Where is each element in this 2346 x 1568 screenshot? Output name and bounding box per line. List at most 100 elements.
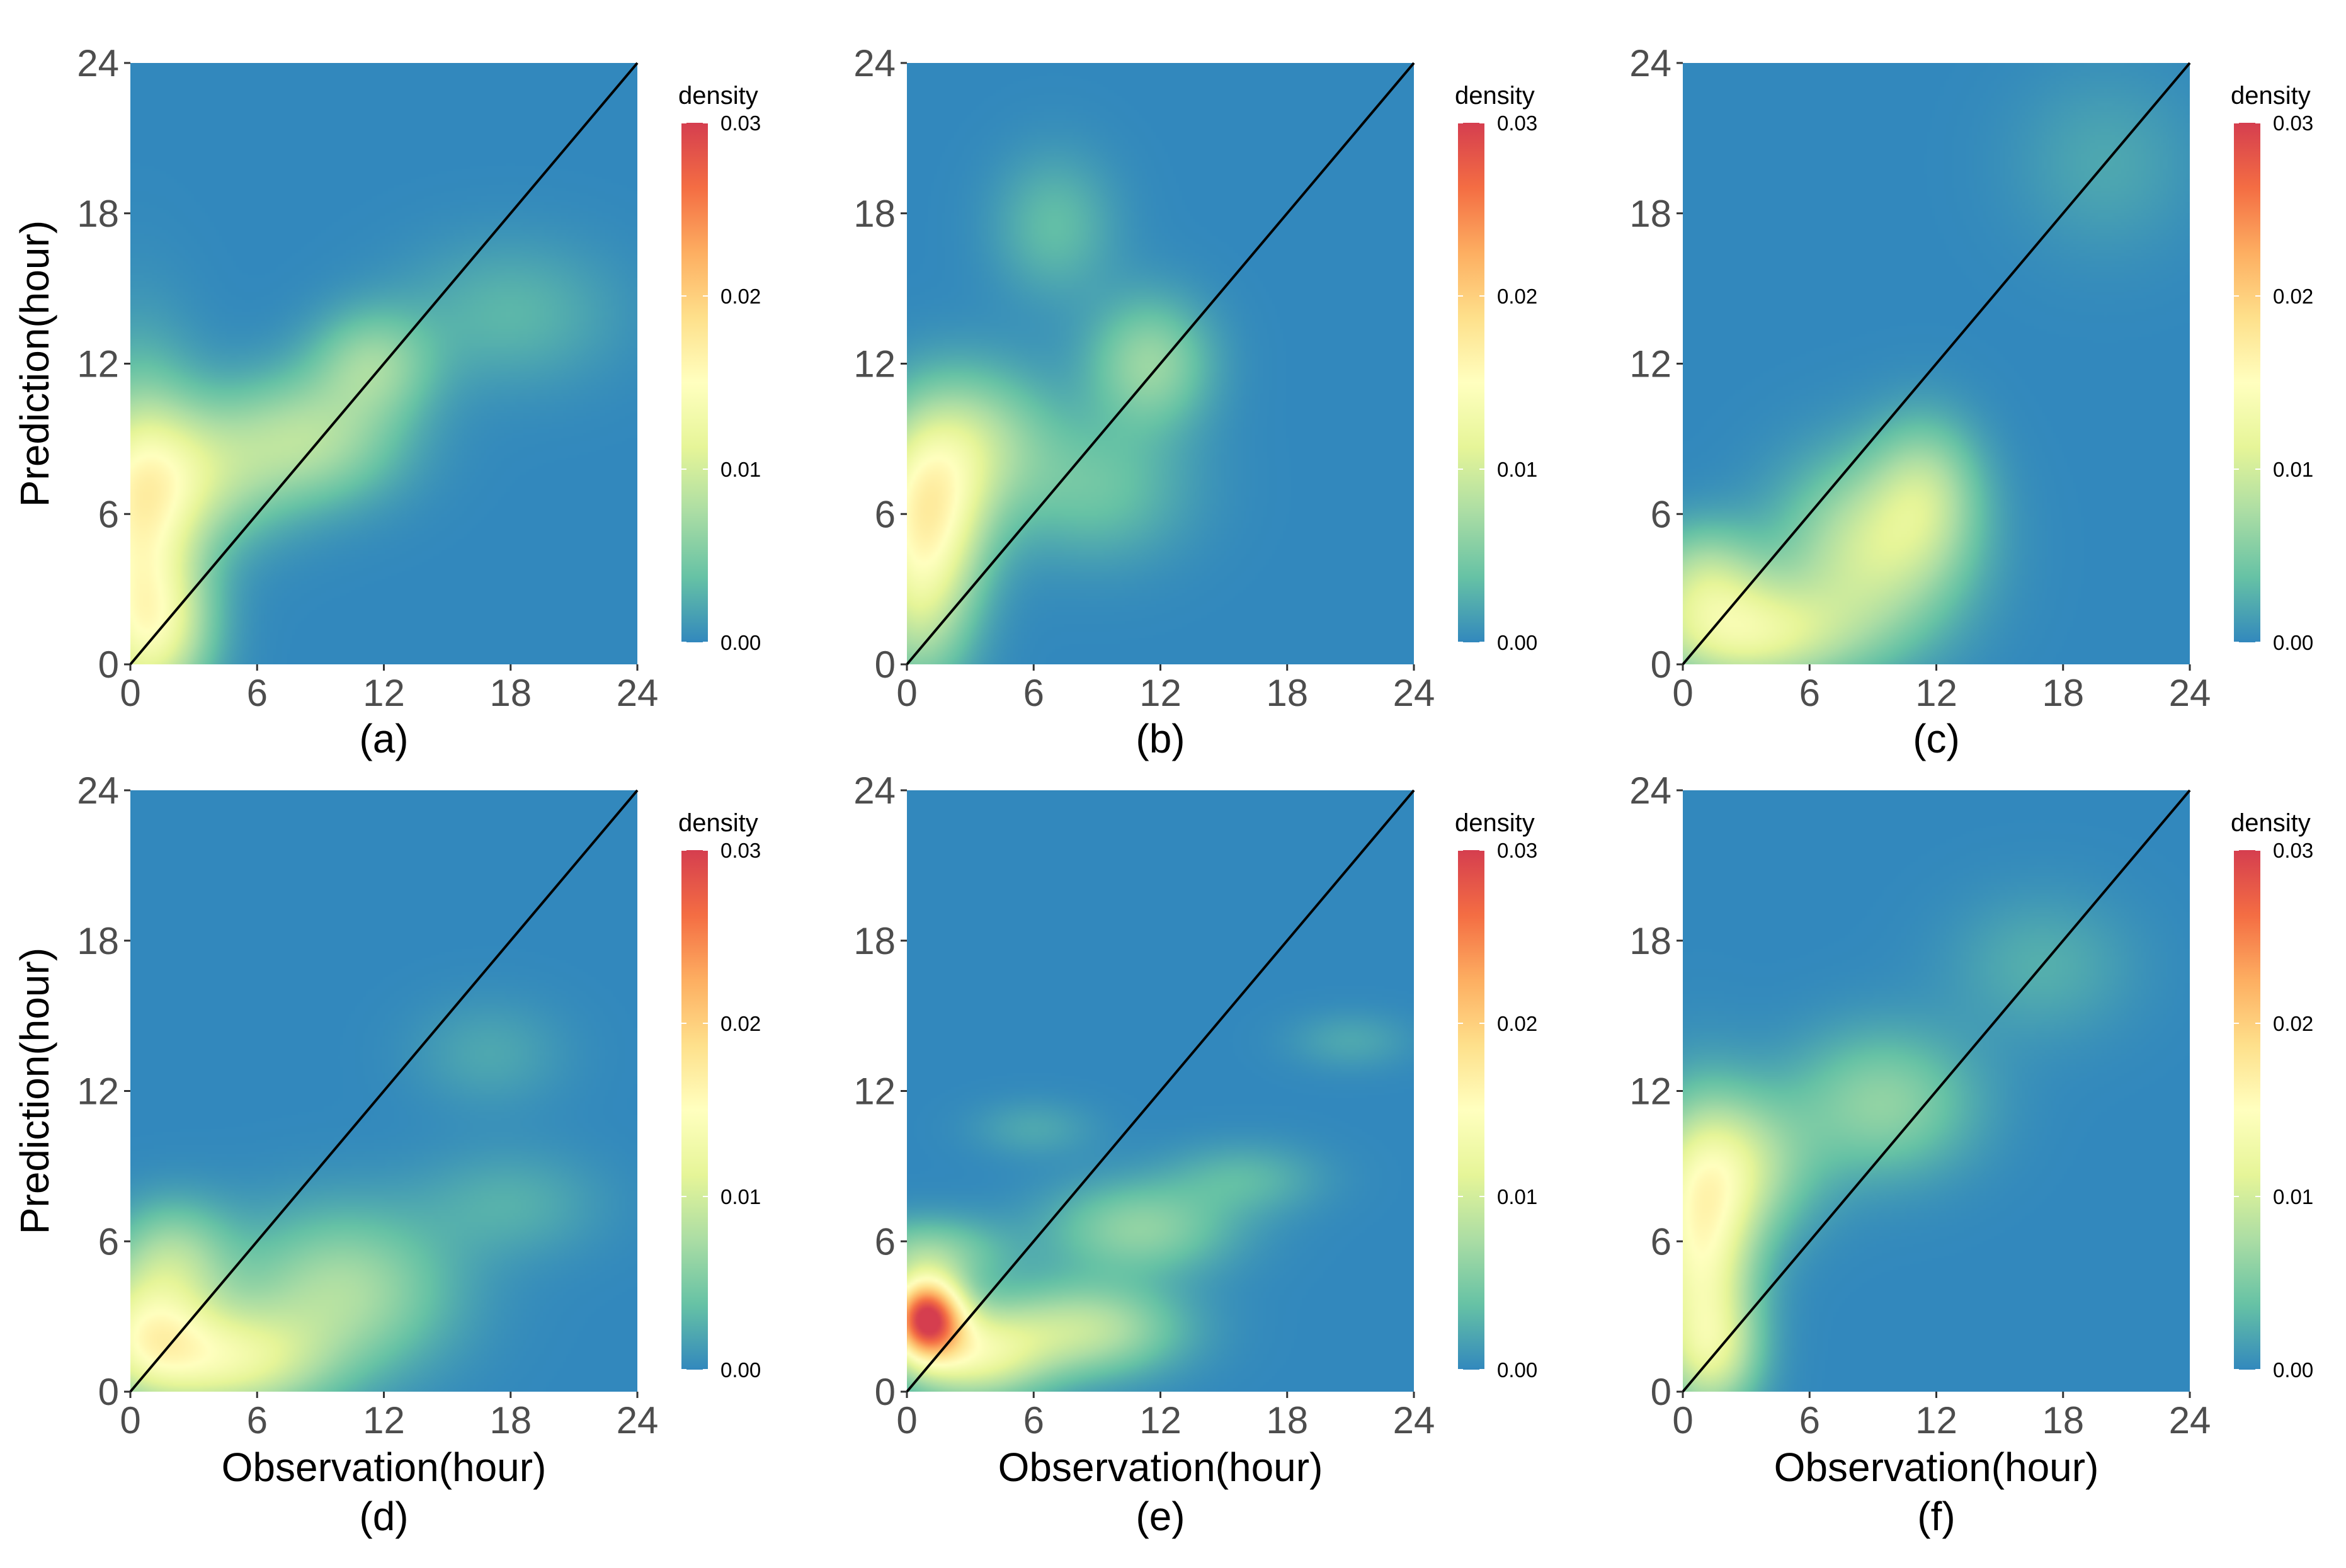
colorbar-tick-label: 0.03 xyxy=(1497,839,1537,862)
y-tick-label: 24 xyxy=(853,770,896,812)
colorbar-tick-label: 0.02 xyxy=(720,1012,761,1035)
x-tick-label: 0 xyxy=(1672,672,1693,714)
y-tick-label: 18 xyxy=(1629,193,1671,235)
identity-line xyxy=(906,789,1415,1393)
x-tick-label: 12 xyxy=(1139,1399,1182,1441)
panel-f: 0 6 12 18 24 0 6 12 18 24 Observation(hour) (f) dens… xyxy=(1629,770,2313,1539)
colorbar-tick-label: 0.02 xyxy=(2273,1012,2313,1035)
y-tick-label: 0 xyxy=(875,1371,896,1413)
y-tick-label: 12 xyxy=(853,1071,896,1113)
x-tick-label: 24 xyxy=(1393,1399,1435,1441)
colorbar-tick-label: 0.03 xyxy=(720,839,761,862)
y-tick-label: 18 xyxy=(77,193,119,235)
y-tick-label: 18 xyxy=(1629,920,1671,962)
legend-title: density xyxy=(2231,809,2311,837)
x-tick-label: 24 xyxy=(2169,672,2211,714)
y-axis-title: Prediction(hour) xyxy=(12,220,57,507)
colorbar-tick-label: 0.00 xyxy=(1497,1358,1537,1382)
colorbar-tick-label: 0.03 xyxy=(2273,839,2313,862)
colorbar xyxy=(2234,123,2260,642)
y-tick-label: 6 xyxy=(1651,1220,1671,1263)
colorbar-tick-label: 0.00 xyxy=(2273,1358,2313,1382)
panel-label: (d) xyxy=(359,1494,408,1539)
panel-label: (f) xyxy=(1917,1494,1955,1539)
y-tick-label: 6 xyxy=(98,1220,119,1263)
x-axis-title: Observation(hour) xyxy=(998,1445,1323,1490)
colorbar-tick-label: 0.02 xyxy=(720,285,761,308)
colorbar-tick-label: 0.01 xyxy=(2273,458,2313,481)
colorbar xyxy=(2234,850,2260,1370)
y-tick-label: 6 xyxy=(875,493,896,535)
x-tick-label: 6 xyxy=(1799,672,1820,714)
x-tick-label: 24 xyxy=(1393,672,1435,714)
x-tick-label: 6 xyxy=(247,1399,268,1441)
colorbar-tick-label: 0.03 xyxy=(2273,111,2313,135)
x-tick-label: 6 xyxy=(247,672,268,714)
identity-line xyxy=(1682,789,2191,1393)
colorbar-tick-label: 0.02 xyxy=(2273,285,2313,308)
x-tick-label: 18 xyxy=(2042,672,2084,714)
panel-label: (b) xyxy=(1136,716,1185,761)
identity-line xyxy=(129,789,639,1393)
colorbar-tick-label: 0.01 xyxy=(720,1185,761,1208)
identity-line xyxy=(129,62,639,666)
legend-title: density xyxy=(678,82,758,110)
y-tick-label: 0 xyxy=(98,644,119,686)
colorbar-tick-label: 0.01 xyxy=(2273,1185,2313,1208)
y-tick-label: 24 xyxy=(853,42,896,84)
y-tick-label: 0 xyxy=(1651,1371,1671,1413)
panel-label: (a) xyxy=(359,716,408,761)
x-tick-label: 0 xyxy=(1672,1399,1693,1441)
legend-title: density xyxy=(1455,82,1535,110)
y-tick-label: 24 xyxy=(1629,42,1671,84)
x-tick-label: 0 xyxy=(120,1399,140,1441)
x-tick-label: 24 xyxy=(2169,1399,2211,1441)
colorbar-tick-label: 0.00 xyxy=(720,1358,761,1382)
x-tick-label: 24 xyxy=(617,1399,659,1441)
y-tick-label: 12 xyxy=(1629,1071,1671,1113)
colorbar xyxy=(681,123,708,642)
y-tick-label: 18 xyxy=(853,193,896,235)
x-tick-label: 24 xyxy=(617,672,659,714)
x-tick-label: 6 xyxy=(1799,1399,1820,1441)
legend-title: density xyxy=(678,809,758,837)
colorbar xyxy=(681,850,708,1370)
x-tick-label: 18 xyxy=(1266,1399,1308,1441)
x-tick-label: 0 xyxy=(120,672,140,714)
colorbar-tick-label: 0.02 xyxy=(1497,1012,1537,1035)
x-tick-label: 0 xyxy=(896,1399,917,1441)
x-tick-label: 18 xyxy=(1266,672,1308,714)
x-tick-label: 18 xyxy=(489,1399,532,1441)
y-tick-label: 24 xyxy=(77,42,119,84)
x-tick-label: 6 xyxy=(1023,1399,1044,1441)
colorbar-tick-label: 0.02 xyxy=(1497,285,1537,308)
y-tick-label: 18 xyxy=(77,920,119,962)
y-axis-title: Prediction(hour) xyxy=(12,948,57,1234)
x-axis-title: Observation(hour) xyxy=(1774,1445,2099,1490)
x-tick-label: 0 xyxy=(896,672,917,714)
legend-title: density xyxy=(2231,82,2311,110)
x-tick-label: 18 xyxy=(489,672,532,714)
colorbar xyxy=(1458,123,1484,642)
panel-label: (e) xyxy=(1136,1494,1185,1539)
y-tick-label: 12 xyxy=(77,1071,119,1113)
colorbar-tick-label: 0.01 xyxy=(1497,458,1537,481)
x-tick-label: 12 xyxy=(1915,1399,1957,1441)
y-tick-label: 6 xyxy=(1651,493,1671,535)
y-tick-label: 24 xyxy=(77,770,119,812)
y-tick-label: 12 xyxy=(853,343,896,385)
x-axis-title: Observation(hour) xyxy=(222,1445,547,1490)
panel-d: 0 6 12 18 24 0 6 12 18 24 Observation(hour) Predict… xyxy=(12,770,761,1539)
y-tick-label: 18 xyxy=(853,920,896,962)
x-tick-label: 6 xyxy=(1023,672,1044,714)
x-tick-label: 18 xyxy=(2042,1399,2084,1441)
legend-title: density xyxy=(1455,809,1535,837)
y-tick-label: 6 xyxy=(875,1220,896,1263)
panel-label: (c) xyxy=(1913,716,1960,761)
